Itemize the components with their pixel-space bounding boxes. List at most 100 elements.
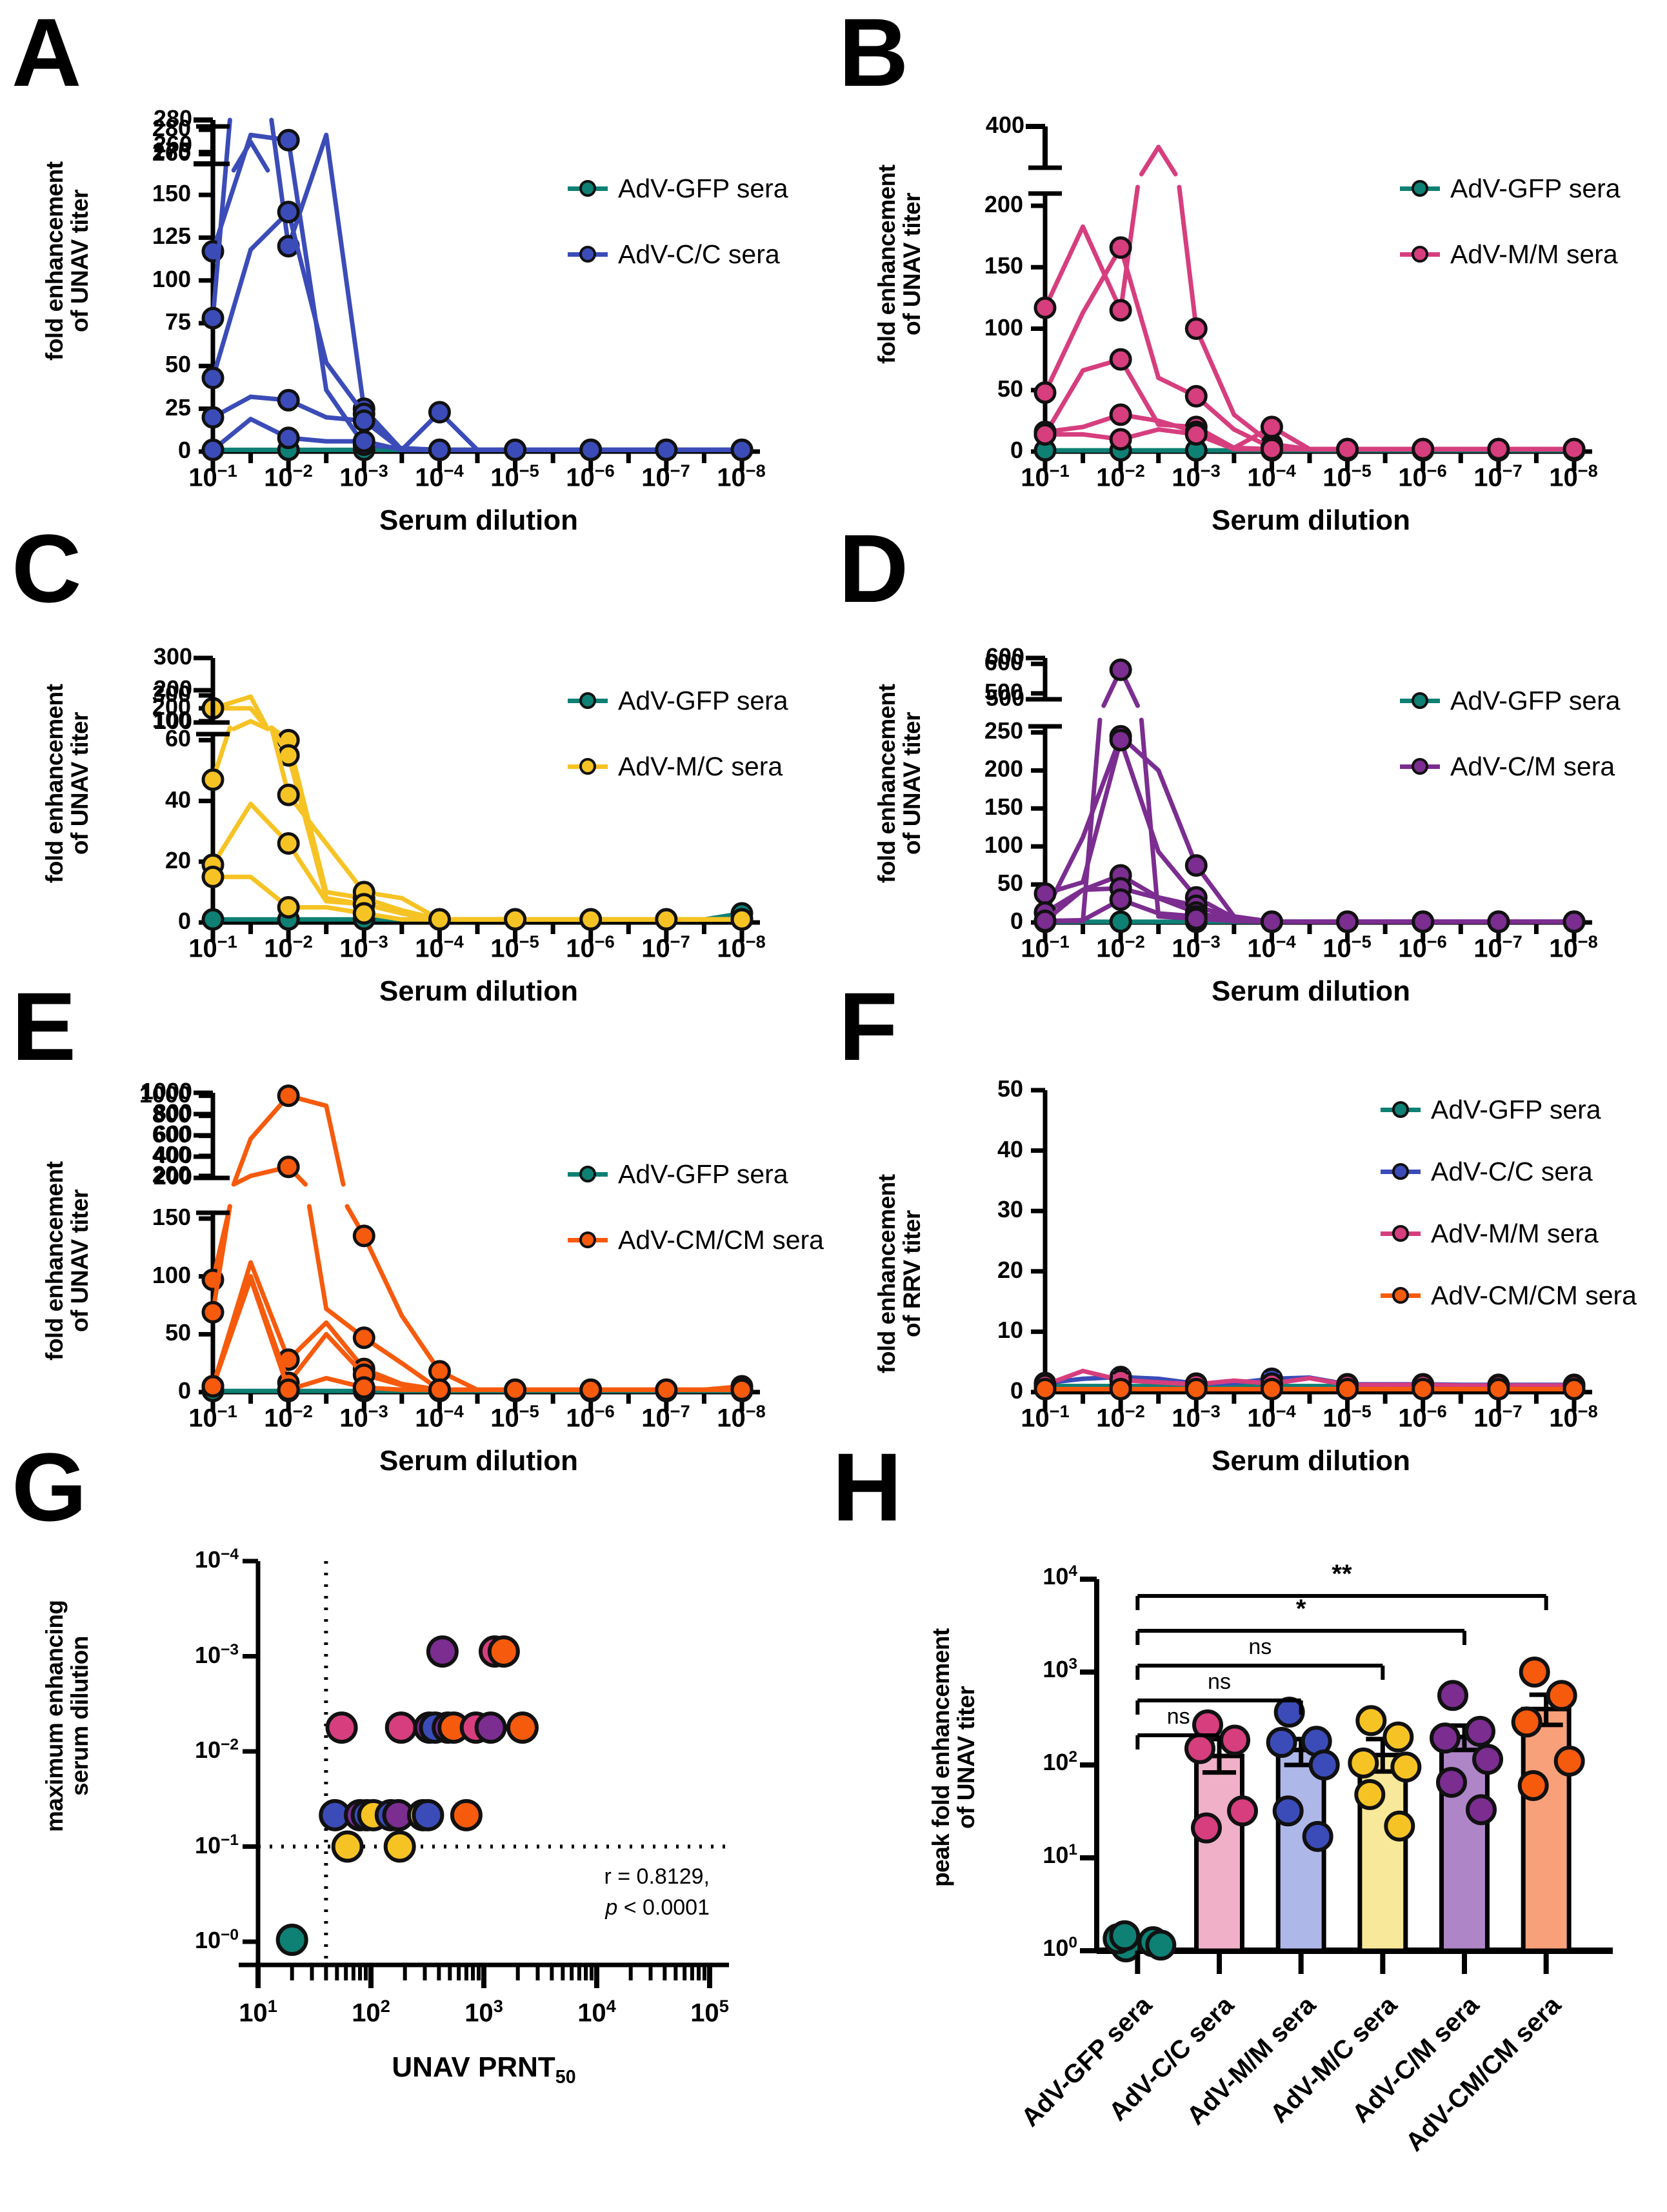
xtick-B-1: 10−1 [1021,461,1070,492]
data-point [277,783,300,806]
legend-F: AdV-GFP sera AdV-C/C sera AdV-M/M sera AdV-… [1381,1090,1637,1315]
plot-F [1031,1088,1592,1411]
ytick-D-50: 50 [997,870,1023,897]
ytick-A-280: 280 [152,115,191,142]
data-point [277,1084,300,1108]
ytick-A-100: 100 [152,265,191,292]
ytick-E-600: 600 [152,1121,191,1148]
bar-1 [1194,1753,1244,1953]
panel-letter-b: B [839,0,909,106]
panel-letter-a: A [12,0,82,106]
xtick-D-6: 10−6 [1398,932,1447,963]
xtick-F-2: 10−2 [1096,1401,1145,1433]
legend-item-cm: AdV-C/M sera [1400,747,1621,786]
data-point [730,1378,754,1401]
data-point [201,908,225,931]
legend-marker-gfp [568,1166,608,1182]
data-point [1562,910,1586,933]
data-point [1109,299,1132,322]
xtick-C-7: 10−7 [641,932,690,963]
ytick-B-50: 50 [997,375,1023,402]
legend-marker-gfp [1400,692,1440,709]
xtick-C-5: 10−5 [490,932,539,963]
bar-data-point [1511,1706,1542,1738]
legend-D: AdV-GFP sera AdV-C/M sera [1400,681,1621,786]
legend-item-gfp: AdV-GFP sera [1400,169,1621,208]
legend-item-gfp: AdV-GFP sera [1381,1090,1637,1129]
legend-item-mc: AdV-M/C sera [568,747,788,786]
data-point [201,1375,225,1398]
ytick-G-0: 10−4 [195,1546,239,1573]
bar-data-point [1517,1769,1549,1801]
ytick-D-600: 600 [985,643,1024,670]
xtick-F-1: 10−1 [1021,1401,1070,1433]
xtick-C-2: 10−2 [264,932,313,963]
plot-A [196,117,760,471]
ytick-E-1000: 1000 [140,1078,192,1104]
ytick-D-0: 0 [1010,908,1023,934]
legend-marker-gfp [568,180,608,197]
plot-D [1028,658,1592,942]
bar-data-point [1266,1727,1297,1759]
xtitle-G: UNAV PRNT50 [392,2051,576,2087]
ytick-B-100: 100 [984,314,1023,341]
data-point [201,306,225,330]
xtick-G-5: 105 [690,1996,729,2028]
xtick-E-5: 10−5 [490,1401,539,1433]
ytick-C-20: 20 [165,846,191,873]
data-point [1109,428,1132,451]
ytick-D-500: 500 [984,678,1023,705]
legend-dot-icon [579,1166,596,1182]
legend-item-mm: AdV-M/M sera [1400,235,1621,274]
data-point [277,201,300,224]
data-point [1487,437,1510,461]
data-point [655,908,678,931]
data-point [1487,910,1510,933]
legend-marker-cc [1381,1163,1421,1180]
data-point [201,366,225,390]
ytick-A-260: 260 [153,131,192,157]
data-point [504,908,527,931]
legend-label: AdV-C/C sera [618,239,780,269]
axis-break-D [1026,655,1048,702]
bar-data-point [1355,1705,1387,1737]
xtick-F-3: 10−3 [1172,1401,1221,1433]
ytick-C-300: 300 [153,643,192,670]
xtick-A-8: 10−8 [717,461,766,492]
scatter-point [506,1711,539,1744]
xtick-G-3: 103 [464,1996,503,2028]
ytick-A-260: 260 [152,139,191,166]
bar-data-point [1430,1722,1461,1754]
ytick-E-400: 400 [153,1142,192,1168]
xtick-C-3: 10−3 [339,932,388,963]
legend-marker-gfp [1381,1101,1421,1118]
bar-5 [1521,1706,1572,1953]
ytick-B-200: 200 [984,191,1023,218]
bar-data-point [1191,1812,1222,1844]
ytick-D-600: 600 [984,649,1023,676]
ytick-E-200: 200 [152,1161,191,1188]
significance-0: ns [1166,1704,1190,1729]
legend-dot-icon [1412,758,1428,775]
axis-break-B [1026,124,1048,168]
ytick-C-60: 60 [165,725,191,752]
panel-letter-e: E [12,972,77,1081]
legend-label: AdV-M/M sera [1450,239,1618,269]
ytick-H-2: 102 [1043,1748,1077,1775]
legend-dot-icon [579,758,596,775]
data-point [428,401,451,424]
data-point [1033,910,1057,933]
xtick-E-2: 10−2 [264,1401,313,1433]
ytick-D-100: 100 [984,832,1023,859]
legend-marker-mc [568,758,608,775]
xtick-E-8: 10−8 [717,1401,766,1433]
data-point [1033,296,1057,319]
ytick-G-1: 10−3 [195,1640,239,1668]
axis-break-E [194,1090,215,1181]
ytick-H-3: 103 [1043,1655,1077,1682]
ytick-E-400: 400 [152,1141,191,1168]
bar-data-point [1308,1749,1340,1780]
ytick-E-800: 800 [153,1099,192,1126]
legend-label: AdV-GFP sera [1450,173,1621,203]
legend-marker-cmcm [1381,1287,1421,1304]
